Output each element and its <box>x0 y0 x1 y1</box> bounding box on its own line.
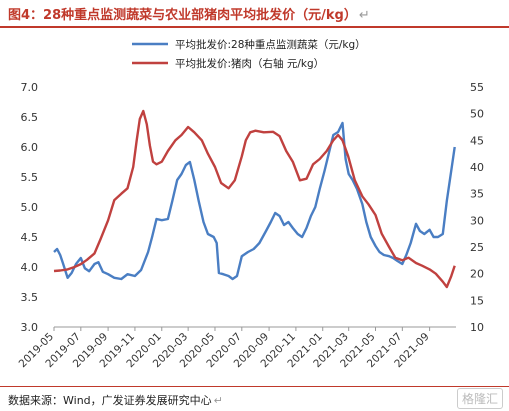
axes: 3.0 3.5 4.0 4.5 5.0 5.5 6.0 6.5 7.0 10 15 20 25 30 35 4… <box>17 81 484 370</box>
title-rule <box>0 26 509 28</box>
figure-title: 图4：28种重点监测蔬菜与农业部猪肉平均批发价（元/kg） ↵ <box>8 4 370 23</box>
right-axis-tick-label: 35 <box>470 188 484 201</box>
left-axis-tick-label: 3.0 <box>21 321 39 334</box>
watermark-logo: 格隆汇 <box>456 388 503 409</box>
left-axis-tick-label: 6.0 <box>21 141 39 154</box>
source-note: 数据来源：Wind，广发证券发展研究中心 ↵ <box>8 392 223 408</box>
right-axis-tick-label: 25 <box>470 241 484 254</box>
left-axis-tick-label: 6.5 <box>21 111 39 124</box>
legend: 平均批发价:28种重点监测蔬菜（元/kg） 平均批发价:猪肉（右轴 元/kg） <box>132 38 366 70</box>
right-axis-tick-label: 45 <box>470 134 484 147</box>
legend-label-vegetable: 平均批发价:28种重点监测蔬菜（元/kg） <box>175 38 366 51</box>
figure-title-bar: 图4：28种重点监测蔬菜与农业部猪肉平均批发价（元/kg） ↵ <box>0 0 509 28</box>
source-return-mark: ↵ <box>213 394 223 407</box>
left-axis-tick-label: 5.5 <box>21 171 39 184</box>
left-axis-tick-label: 5.0 <box>21 201 39 214</box>
right-axis-tick-label: 50 <box>470 108 484 121</box>
figure-title-text: 图4：28种重点监测蔬菜与农业部猪肉平均批发价（元/kg） <box>8 8 357 23</box>
watermark-text: 格隆汇 <box>461 392 498 406</box>
right-axis-tick-label: 10 <box>470 321 484 334</box>
source-rule <box>0 386 509 387</box>
chart-area: 平均批发价:28种重点监测蔬菜（元/kg） 平均批发价:猪肉（右轴 元/kg） 3… <box>17 38 484 370</box>
source-bar: 数据来源：Wind，广发证券发展研究中心 ↵ 格隆汇 <box>0 386 509 411</box>
left-axis-tick-label: 7.0 <box>21 81 39 94</box>
right-axis-tick-label: 20 <box>470 268 484 281</box>
source-text: 数据来源：Wind，广发证券发展研究中心 <box>8 394 212 407</box>
legend-label-pork: 平均批发价:猪肉（右轴 元/kg） <box>175 57 324 70</box>
right-axis-tick-label: 40 <box>470 161 484 174</box>
pork-price-line <box>53 109 456 289</box>
series-layer <box>53 109 456 289</box>
right-axis-tick-label: 30 <box>470 214 484 227</box>
left-axis-tick-label: 4.5 <box>21 231 39 244</box>
right-axis-tick-label: 55 <box>470 81 484 94</box>
vegetable-price-line <box>53 121 456 281</box>
title-return-mark: ↵ <box>358 8 370 23</box>
right-axis-tick-label: 15 <box>470 294 484 307</box>
left-axis-tick-label: 4.0 <box>21 261 39 274</box>
left-axis-tick-label: 3.5 <box>21 291 39 304</box>
